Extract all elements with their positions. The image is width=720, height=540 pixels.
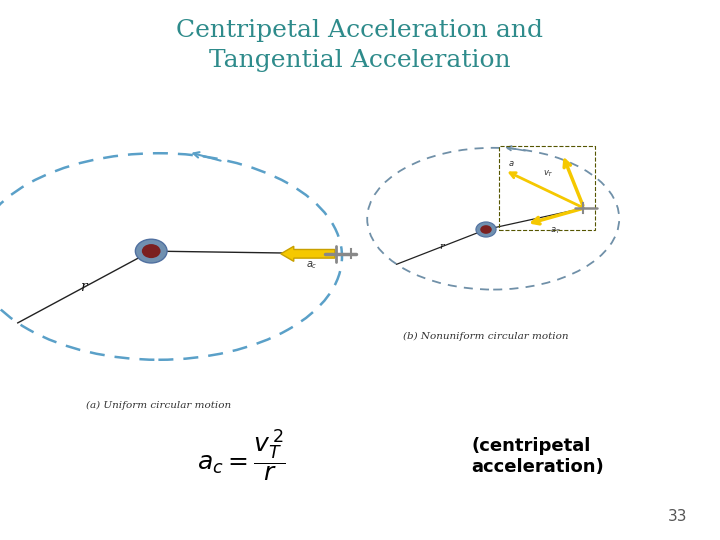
- Bar: [499, 146, 595, 230]
- Text: a: a: [508, 159, 513, 168]
- Text: $a_c$: $a_c$: [305, 259, 318, 271]
- Circle shape: [480, 225, 492, 234]
- Text: r: r: [439, 241, 444, 251]
- Circle shape: [135, 239, 167, 263]
- Text: Centripetal Acceleration and
Tangential Acceleration: Centripetal Acceleration and Tangential …: [176, 19, 544, 72]
- FancyArrow shape: [281, 246, 335, 261]
- Text: r: r: [80, 280, 87, 294]
- Text: (centripetal
acceleration): (centripetal acceleration): [472, 437, 604, 476]
- Circle shape: [476, 222, 496, 237]
- Text: $a_T$: $a_T$: [549, 225, 561, 236]
- Text: (b) Nonuniform circular motion: (b) Nonuniform circular motion: [403, 332, 569, 341]
- Circle shape: [142, 244, 161, 258]
- Text: 33: 33: [668, 509, 688, 524]
- Text: (a) Uniform circular motion: (a) Uniform circular motion: [86, 401, 231, 410]
- Text: $a_c = \dfrac{v_T^{\,2}}{r}$: $a_c = \dfrac{v_T^{\,2}}{r}$: [197, 428, 286, 484]
- Text: $v_T$: $v_T$: [543, 168, 554, 179]
